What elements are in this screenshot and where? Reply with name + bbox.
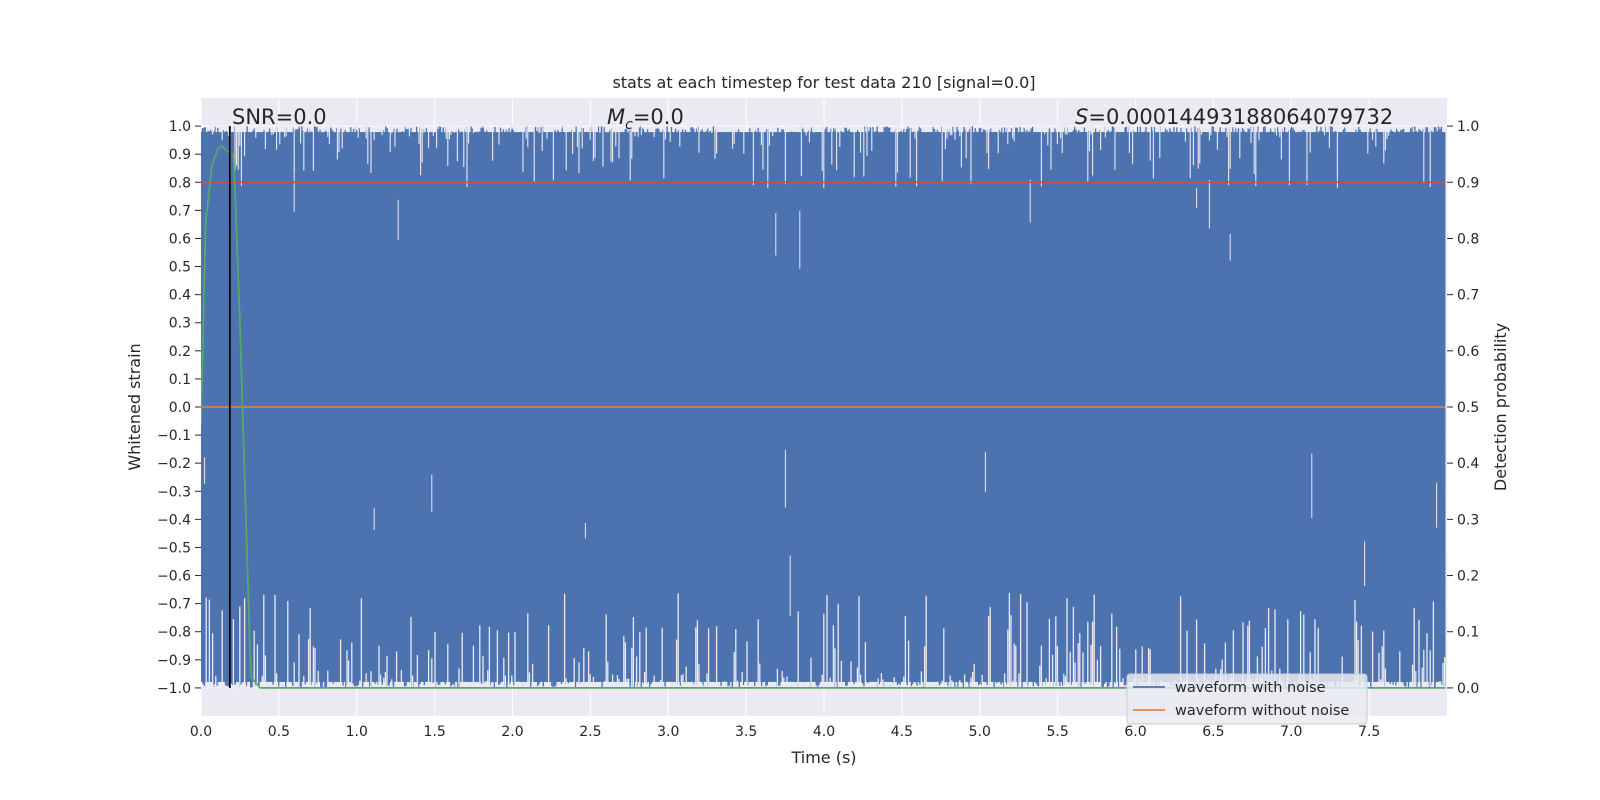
- y-right-tick-label: 0.6: [1457, 344, 1479, 360]
- y-right-tick-label: 0.0: [1457, 681, 1479, 697]
- chirp-mass-value: =0.0: [633, 105, 684, 129]
- y-tick-label: −0.5: [157, 540, 191, 556]
- y-tick-label: 0.0: [169, 400, 191, 416]
- statistic-symbol: S: [1075, 105, 1088, 129]
- statistic-annotation: S=0.00014493188064079732: [1075, 105, 1393, 129]
- series-detection-probability: [201, 144, 1446, 689]
- y-tick-label: −1.0: [157, 681, 191, 697]
- x-tick-label: 5.5: [1046, 724, 1068, 740]
- legend: waveform with noise waveform without noi…: [1126, 673, 1368, 725]
- y-right-tick-label: 0.5: [1457, 400, 1479, 416]
- y-tick-label: 0.8: [169, 175, 191, 191]
- legend-label-clean: waveform without noise: [1175, 703, 1349, 719]
- y-tick-label: 0.6: [169, 231, 191, 247]
- x-tick-label: 4.5: [891, 724, 913, 740]
- x-tick-label: 6.5: [1202, 724, 1224, 740]
- y-tick-label: 0.9: [169, 147, 191, 163]
- y-axis-label: Whitened strain: [125, 343, 144, 470]
- snr-annotation: SNR=0.0: [232, 105, 327, 129]
- y-tick-label: 0.5: [169, 260, 191, 276]
- y-right-tick-label: 0.3: [1457, 512, 1479, 528]
- x-tick-label: 7.5: [1358, 724, 1380, 740]
- y-tick-label: −0.2: [157, 456, 191, 472]
- x-tick-label: 7.0: [1280, 724, 1302, 740]
- y-tick-label: −0.7: [157, 597, 191, 613]
- x-axis-ticks: 0.0 0.5 1.0 1.5 2.0 2.5 3.0 3.5 4.0 4.5 5.0 5.5 6.0 6…: [190, 724, 1380, 740]
- x-tick-label: 1.5: [423, 724, 445, 740]
- y-tick-label: −0.9: [157, 653, 191, 669]
- y-tick-label: 0.2: [169, 344, 191, 360]
- x-tick-label: 0.0: [190, 724, 212, 740]
- y-tick-label: −0.3: [157, 484, 191, 500]
- y-tick-label: 0.7: [169, 203, 191, 219]
- statistic-value: =0.00014493188064079732: [1088, 105, 1393, 129]
- legend-label-noise: waveform with noise: [1175, 680, 1326, 696]
- y-tick-label: 0.1: [169, 372, 191, 388]
- y-tick-label: 1.0: [169, 119, 191, 135]
- y-right-tick-label: 1.0: [1457, 119, 1479, 135]
- x-tick-label: 3.0: [657, 724, 679, 740]
- chirp-mass-annotation: Mc=0.0: [607, 105, 684, 133]
- x-tick-label: 2.5: [579, 724, 601, 740]
- y-right-tick-label: 0.8: [1457, 231, 1479, 247]
- plot-area: [201, 124, 1446, 690]
- noise-gaps-inner: [204, 167, 1438, 616]
- y-tick-label: −0.4: [157, 512, 191, 528]
- x-tick-label: 6.0: [1124, 724, 1146, 740]
- x-tick-label: 0.5: [268, 724, 290, 740]
- chirp-mass-subscript: c: [625, 117, 633, 133]
- y-right-tick-label: 0.2: [1457, 569, 1479, 585]
- y-axis-right-ticks: 1.0 0.9 0.8 0.7 0.6 0.5 0.4 0.3 0.2 0.1 0.0: [1447, 119, 1479, 697]
- x-tick-label: 1.0: [346, 724, 368, 740]
- y-right-tick-label: 0.9: [1457, 175, 1479, 191]
- chirp-mass-symbol: M: [607, 105, 625, 129]
- x-tick-label: 4.0: [813, 724, 835, 740]
- x-tick-label: 3.5: [735, 724, 757, 740]
- chart-title: stats at each timestep for test data 210…: [612, 73, 1035, 92]
- y-axis-left-ticks: 1.0 0.9 0.8 0.7 0.6 0.5 0.4 0.3 0.2 0.1 0.0 −0.1 −0.…: [157, 119, 201, 697]
- x-tick-label: 5.0: [969, 724, 991, 740]
- y-tick-label: −0.8: [157, 625, 191, 641]
- y-tick-label: −0.6: [157, 569, 191, 585]
- y-right-tick-label: 0.1: [1457, 625, 1479, 641]
- noise-gaps-top: [212, 124, 1433, 188]
- y-tick-label: 0.4: [169, 288, 191, 304]
- y-tick-label: −0.1: [157, 428, 191, 444]
- y-axis-right-label: Detection probability: [1491, 323, 1510, 491]
- y-tick-label: 0.3: [169, 316, 191, 332]
- x-axis-label: Time (s): [790, 748, 856, 767]
- x-tick-label: 2.0: [501, 724, 523, 740]
- legend-box: [1126, 673, 1368, 725]
- y-right-tick-label: 0.7: [1457, 288, 1479, 304]
- y-right-tick-label: 0.4: [1457, 456, 1479, 472]
